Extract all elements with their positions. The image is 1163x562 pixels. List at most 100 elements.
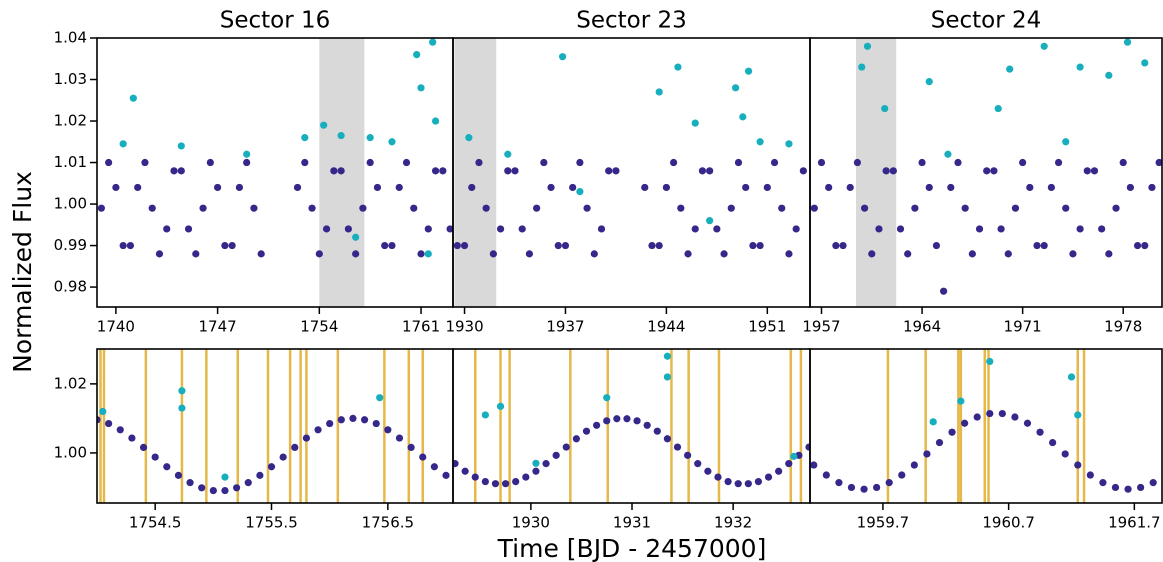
shaded-region	[855, 38, 897, 307]
data-point	[206, 158, 214, 167]
data-point	[832, 241, 840, 250]
data-point	[178, 387, 186, 395]
data-point	[694, 460, 702, 468]
data-point	[141, 158, 149, 167]
data-point	[998, 409, 1006, 418]
data-point	[134, 183, 142, 192]
data-point	[301, 134, 309, 142]
data-point	[994, 104, 1002, 113]
data-point	[947, 183, 955, 192]
data-point	[698, 167, 707, 175]
data-point	[641, 183, 649, 192]
data-point	[460, 241, 469, 250]
data-point	[128, 434, 136, 442]
data-point	[763, 183, 771, 192]
data-point	[562, 443, 570, 451]
data-point	[430, 463, 438, 471]
data-point	[1137, 483, 1145, 492]
data-point	[301, 158, 309, 167]
data-point	[863, 42, 872, 50]
data-point	[663, 373, 672, 381]
panel-frame	[96, 348, 454, 504]
data-point	[337, 131, 345, 140]
data-point	[1040, 42, 1048, 50]
data-point	[1061, 450, 1069, 458]
data-point	[727, 204, 735, 212]
data-point	[835, 479, 843, 487]
data-point	[612, 167, 620, 175]
data-point	[613, 415, 621, 423]
data-point	[320, 121, 328, 129]
data-point	[860, 485, 868, 493]
data-point	[868, 250, 876, 258]
x-tick-label: 1961.7	[1108, 514, 1161, 532]
data-point	[756, 138, 764, 146]
data-point	[734, 480, 742, 488]
data-point	[542, 460, 550, 468]
data-point	[221, 473, 229, 481]
data-point	[1141, 241, 1149, 250]
y-tick-label: 1.04	[54, 29, 87, 47]
data-point	[785, 460, 793, 468]
data-point	[119, 140, 127, 148]
data-point	[198, 484, 206, 492]
data-point	[314, 426, 322, 434]
y-tick-label: 0.98	[54, 278, 87, 296]
data-point	[739, 113, 747, 121]
panel-frame	[809, 348, 1163, 504]
data-point	[923, 450, 931, 458]
data-point	[235, 183, 243, 192]
data-point	[352, 233, 360, 241]
data-point	[706, 167, 714, 175]
data-point	[105, 419, 113, 428]
data-point	[561, 241, 570, 250]
data-point	[720, 250, 728, 258]
data-point	[576, 158, 584, 167]
data-point	[250, 204, 258, 212]
data-point	[410, 204, 418, 212]
data-point	[395, 434, 404, 442]
data-point	[691, 225, 699, 233]
data-point	[481, 411, 489, 419]
data-point	[764, 473, 773, 481]
data-point	[904, 250, 912, 258]
data-point	[424, 225, 432, 233]
panel	[97, 349, 450, 503]
data-point	[973, 413, 981, 421]
data-point	[1105, 71, 1113, 79]
data-point	[554, 241, 562, 250]
data-point	[552, 451, 560, 459]
data-point	[623, 415, 631, 423]
x-tick-label: 1756.5	[362, 514, 415, 532]
data-point	[858, 63, 866, 71]
data-point	[1074, 461, 1082, 469]
data-point	[532, 459, 540, 467]
y-tick-label: 1.03	[54, 70, 87, 88]
data-point	[925, 77, 933, 86]
data-point	[1105, 250, 1113, 258]
data-point	[496, 402, 505, 410]
data-point	[419, 453, 427, 461]
data-point	[471, 473, 479, 481]
data-point	[315, 250, 323, 258]
data-point	[810, 204, 818, 212]
data-point	[501, 480, 510, 488]
data-point	[155, 250, 164, 258]
data-point	[990, 167, 998, 175]
data-point	[349, 414, 357, 423]
data-point	[749, 241, 757, 250]
data-point	[889, 167, 897, 175]
data-point	[533, 204, 541, 212]
data-point	[677, 204, 685, 212]
data-point	[1054, 158, 1063, 167]
data-point	[603, 417, 611, 425]
data-point	[429, 38, 437, 46]
data-point	[655, 241, 663, 250]
data-point	[302, 434, 311, 442]
data-point	[504, 150, 512, 158]
panel	[810, 38, 1162, 307]
data-point	[337, 167, 345, 175]
data-point	[1023, 419, 1032, 427]
x-tick-label: 1755.5	[245, 514, 298, 532]
data-point	[163, 225, 171, 233]
